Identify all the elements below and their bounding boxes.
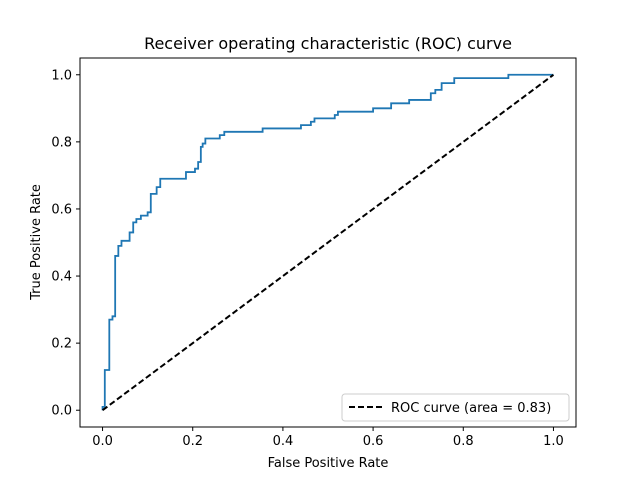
y-tick-label: 0.8 [51,135,72,150]
series-layer [101,73,555,412]
x-axis: 0.0 0.2 0.4 0.6 0.8 1.0 [92,427,564,449]
chance-diagonal-line [101,73,555,412]
x-axis-label: False Positive Rate [268,456,389,471]
y-axis-label: True Positive Rate [29,184,44,301]
x-tick-label: 0.8 [453,434,474,449]
x-tick-label: 0.2 [182,434,203,449]
x-tick-label: 1.0 [543,434,564,449]
y-tick-label: 0.4 [51,270,72,285]
legend-entry-roc: ROC curve (area = 0.83) [391,401,551,416]
x-tick-label: 0.4 [273,434,294,449]
chart-title: Receiver operating characteristic (ROC) … [144,34,512,53]
y-axis: 0.0 0.2 0.4 0.6 0.8 1.0 [51,68,80,419]
legend: ROC curve (area = 0.83) [341,393,570,422]
y-tick-label: 0.0 [51,404,72,419]
x-tick-label: 0.0 [92,434,113,449]
y-tick-label: 0.6 [51,202,72,217]
y-tick-label: 0.2 [51,337,72,352]
plot-area-frame [79,57,577,428]
roc-curve-line [101,73,554,411]
legend-box [341,393,570,422]
x-tick-label: 0.6 [363,434,384,449]
y-tick-label: 1.0 [51,68,72,83]
